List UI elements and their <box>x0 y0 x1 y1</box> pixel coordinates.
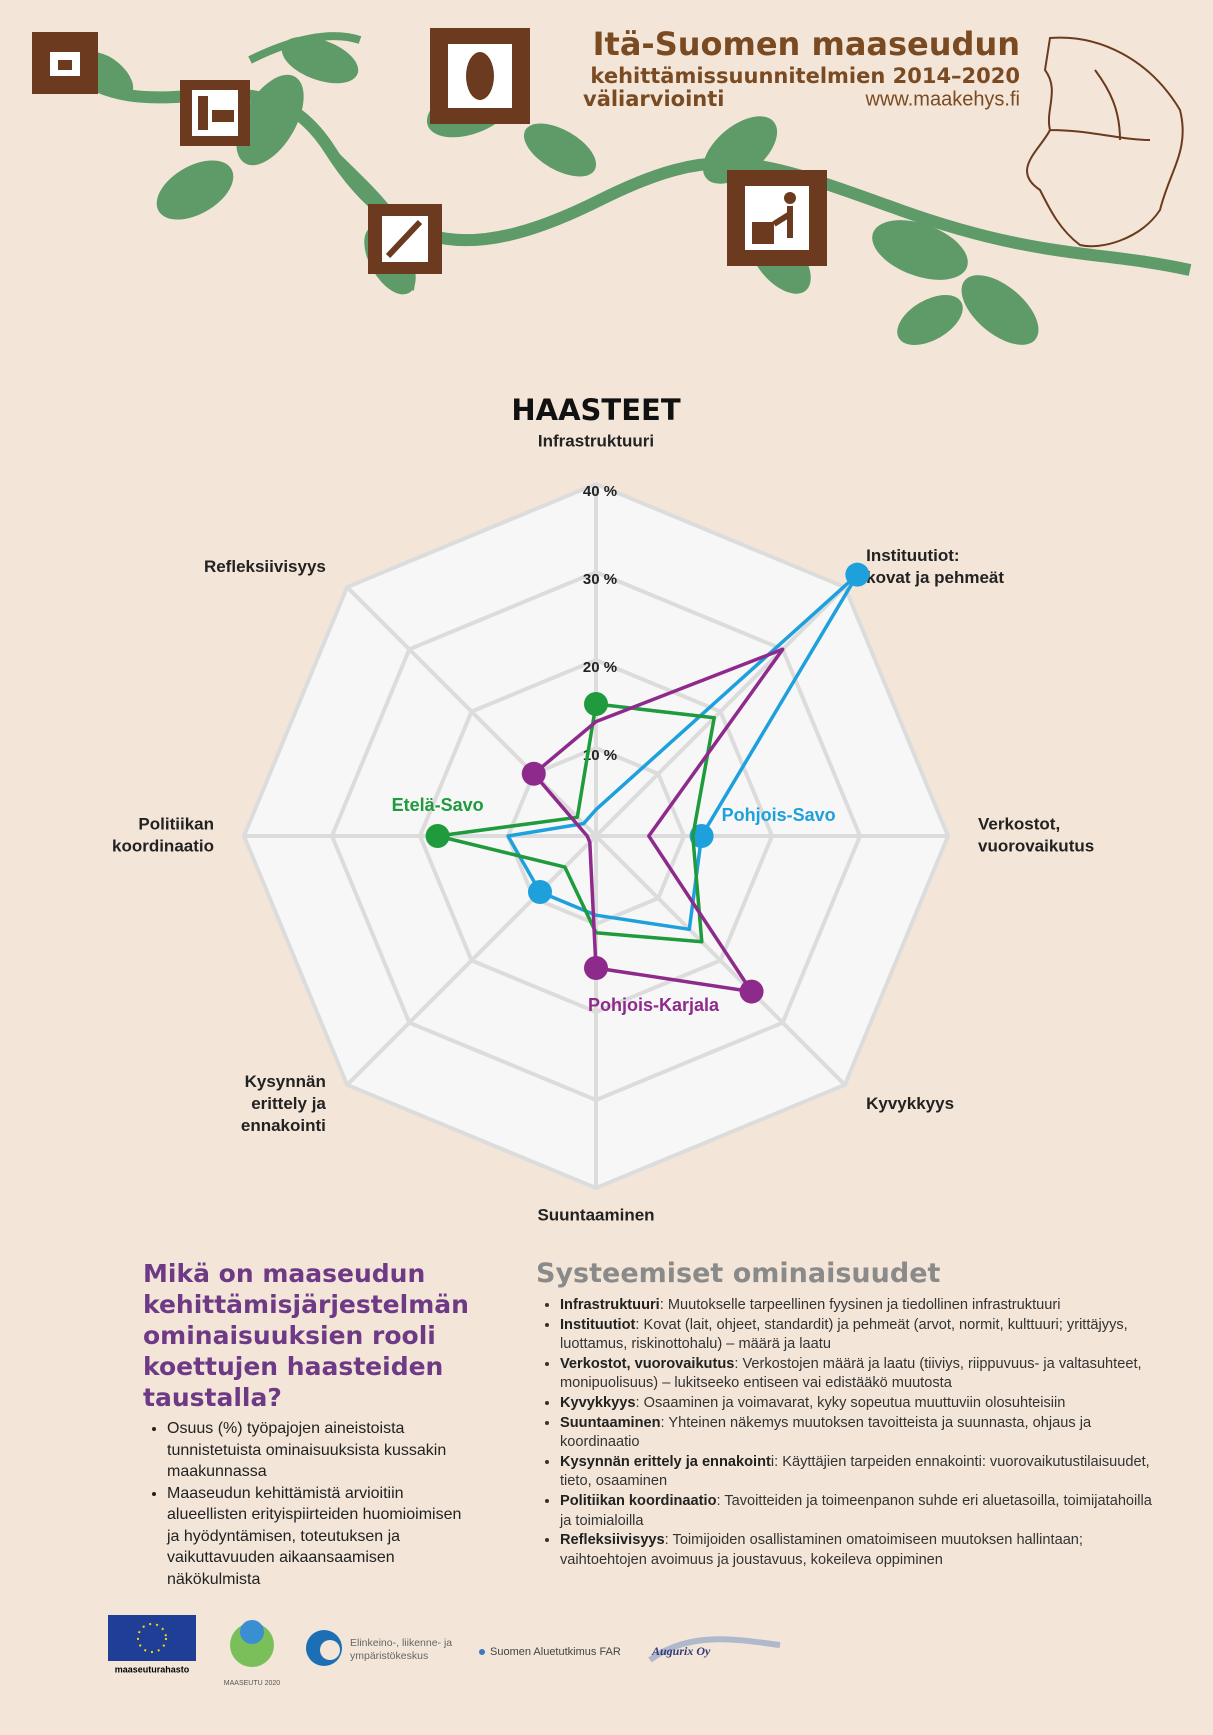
question-bullet: Osuus (%) työpajojen aineistoista tunnis… <box>167 1418 477 1483</box>
series-marker <box>527 880 552 905</box>
header-subtitle2: väliarviointi <box>583 87 724 111</box>
feature-text: i: Käyttäjien tarpeiden ennakointi: vuor… <box>560 1453 1150 1490</box>
series-marker <box>425 824 450 848</box>
feature-term: Politiikan koordinaatio <box>560 1492 717 1509</box>
series-marker <box>521 761 546 786</box>
header-url: www.maakehys.fi <box>865 88 1021 110</box>
question-heading-line: ominaisuuksien rooli <box>143 1321 436 1350</box>
axis-label: vuorovaikutus <box>978 836 1094 855</box>
series-marker <box>739 979 764 1004</box>
series-label: Pohjois-Karjala <box>588 995 720 1015</box>
header-title: Itä-Suomen maaseudun <box>593 25 1020 63</box>
r-tick-label: 30 % <box>583 571 617 588</box>
series-label: Pohjois-Savo <box>722 805 836 825</box>
logo-ely-1: Elinkeino-, liikenne- ja <box>350 1637 452 1649</box>
feature-item: Refleksiivisyys: Toimijoiden osallistami… <box>560 1531 1160 1570</box>
feature-term: Kysynnän erittely ja ennakoint <box>560 1453 771 1470</box>
r-tick-label: 20 % <box>583 659 617 676</box>
feature-text: : Yhteinen näkemys muutoksen tavoitteist… <box>560 1414 1092 1451</box>
series-line <box>506 572 860 932</box>
feature-item: Kysynnän erittely ja ennakointi: Käyttäj… <box>560 1453 1160 1492</box>
axis-label: Instituutiot: <box>866 546 959 565</box>
feature-text: : Osaaminen ja voimavarat, kyky sopeutua… <box>635 1394 1066 1411</box>
axis-label: Infrastruktuuri <box>538 431 654 450</box>
logo-far: Suomen Aluetutkimus FAR <box>490 1646 621 1658</box>
axis-label: Kyvykkyys <box>866 1094 954 1113</box>
axis-label: erittely ja <box>251 1094 326 1113</box>
question-heading-line: Mikä on maaseudun <box>143 1259 426 1288</box>
series-label: Etelä-Savo <box>392 795 484 815</box>
question-bullets: Osuus (%) työpajojen aineistoista tunnis… <box>143 1418 477 1590</box>
spoke <box>594 585 847 838</box>
spoke <box>594 834 847 1087</box>
feature-text: : Verkostojen määrä ja laatu (tiiviys, r… <box>560 1355 1142 1392</box>
axis-label: Politiikan <box>138 814 214 833</box>
feature-item: Kyvykkyys: Osaaminen ja voimavarat, kyky… <box>560 1394 1160 1414</box>
series-marker <box>845 562 870 587</box>
feature-term: Kyvykkyys <box>560 1394 636 1411</box>
region-map <box>1026 36 1184 248</box>
axis-label: kovat ja pehmeät <box>866 568 1004 587</box>
feature-text: : Toimijoiden osallistaminen omatoimisee… <box>560 1532 1083 1568</box>
r-tick-label: 40 % <box>583 483 617 500</box>
question-heading-line: kehittämisjärjestelmän <box>143 1290 469 1319</box>
feature-text: : Tavoitteiden ja toimeenpanon suhde eri… <box>560 1492 1152 1529</box>
header-subtitle: kehittämissuunnitelmien 2014–2020 <box>590 64 1020 88</box>
axis-label: Refleksiivisyys <box>204 557 326 576</box>
axis-label: ennakointi <box>241 1116 326 1135</box>
feature-term: Verkostot, vuorovaikutus <box>560 1355 735 1372</box>
footer-logos: maaseuturahasto MAASEUTU 2020 Elinkeino-… <box>108 1615 781 1687</box>
feature-term: Refleksiivisyys <box>560 1532 665 1549</box>
axis-label: Verkostot, <box>978 814 1060 833</box>
question-heading: Mikä on maaseudun kehittämisjärjestelmän o… <box>143 1258 473 1413</box>
feature-text: : Muutokselle tarpeellinen fyysinen ja t… <box>659 1297 1061 1313</box>
feature-term: Suuntaaminen <box>560 1414 661 1431</box>
feature-term: Infrastruktuuri <box>560 1297 660 1313</box>
axis-label: Suuntaaminen <box>537 1205 654 1224</box>
feature-item: Infrastruktuuri: Muutokselle tarpeelline… <box>560 1296 1160 1316</box>
radar-chart: 10 % 20 % 30 % 40 % Infrastruktuuri Instituut… <box>112 431 1094 1224</box>
logo-maaseutu: MAASEUTU 2020 <box>224 1680 281 1687</box>
feature-item: Instituutiot: Kovat (lait, ohjeet, stand… <box>560 1316 1160 1355</box>
features-list: Infrastruktuuri: Muutokselle tarpeelline… <box>536 1296 1160 1570</box>
feature-item: Suuntaaminen: Yhteinen näkemys muutoksen… <box>560 1414 1160 1453</box>
spoke <box>345 585 598 838</box>
feature-text: : Kovat (lait, ohjeet, standardit) ja pe… <box>560 1316 1128 1353</box>
feature-term: Instituutiot <box>560 1316 636 1333</box>
question-bullet: Maaseudun kehittämistä arvioitiin alueel… <box>167 1483 477 1591</box>
r-tick-label: 10 % <box>583 747 617 764</box>
logo-eu: maaseuturahasto <box>115 1664 190 1674</box>
series-marker <box>584 692 608 716</box>
feature-item: Verkostot, vuorovaikutus: Verkostojen mä… <box>560 1355 1160 1394</box>
features-heading: Systeemiset ominaisuudet <box>536 1258 941 1289</box>
chart-title: HAASTEET <box>511 393 680 427</box>
feature-item: Politiikan koordinaatio: Tavoitteiden ja… <box>560 1492 1160 1531</box>
axis-label: koordinaatio <box>112 836 214 855</box>
icons <box>32 28 827 274</box>
question-heading-line: koettujen haasteiden <box>143 1352 444 1381</box>
series-marker <box>584 956 608 980</box>
logo-ely-2: ympäristökeskus <box>350 1650 428 1662</box>
spoke <box>345 834 598 1087</box>
question-heading-line: taustalla? <box>143 1383 282 1412</box>
logo-augurix: Augurix Oy <box>651 1644 711 1658</box>
axis-label: Kysynnän <box>245 1072 326 1091</box>
